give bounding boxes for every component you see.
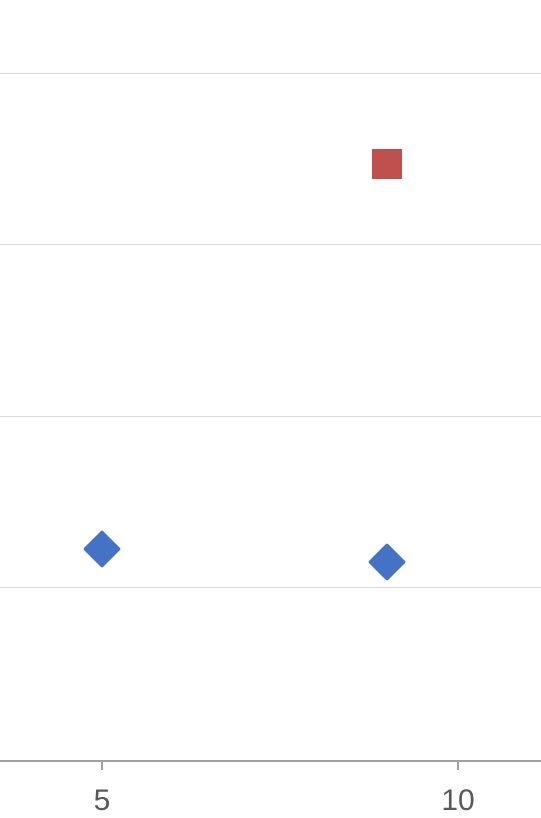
y-gridline [0,587,541,588]
data-point-series-a [83,530,121,568]
y-gridline [0,244,541,245]
x-axis [0,760,541,762]
plot-area [0,0,541,760]
data-point-series-b [372,149,402,179]
x-tick-label: 5 [94,784,111,818]
data-point-series-a [368,543,406,581]
x-tick [101,760,103,770]
y-gridline [0,416,541,417]
x-tick-label: 10 [441,784,474,818]
scatter-chart: 5 10 [0,0,541,817]
x-tick [457,760,459,770]
y-gridline [0,73,541,74]
